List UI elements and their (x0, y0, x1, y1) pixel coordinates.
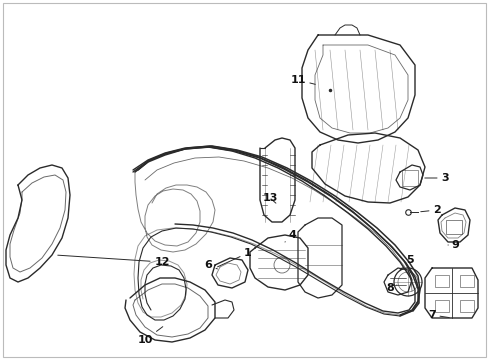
Text: 10: 10 (137, 327, 163, 345)
Text: 6: 6 (203, 260, 217, 270)
Text: 4: 4 (285, 230, 295, 242)
Bar (434, 275, 448, 287)
Bar (459, 275, 473, 287)
Text: 1: 1 (217, 248, 251, 267)
Text: 8: 8 (386, 283, 396, 293)
Text: 13: 13 (262, 193, 277, 203)
Text: 5: 5 (399, 255, 413, 270)
Text: 9: 9 (447, 240, 458, 250)
Bar (445, 220, 461, 234)
Text: 12: 12 (58, 255, 169, 267)
Text: 2: 2 (420, 205, 440, 215)
Text: 11: 11 (290, 75, 315, 85)
Text: 3: 3 (424, 173, 448, 183)
Bar (459, 300, 473, 312)
Bar (401, 170, 417, 186)
Bar (434, 300, 448, 312)
Text: 7: 7 (427, 310, 448, 320)
